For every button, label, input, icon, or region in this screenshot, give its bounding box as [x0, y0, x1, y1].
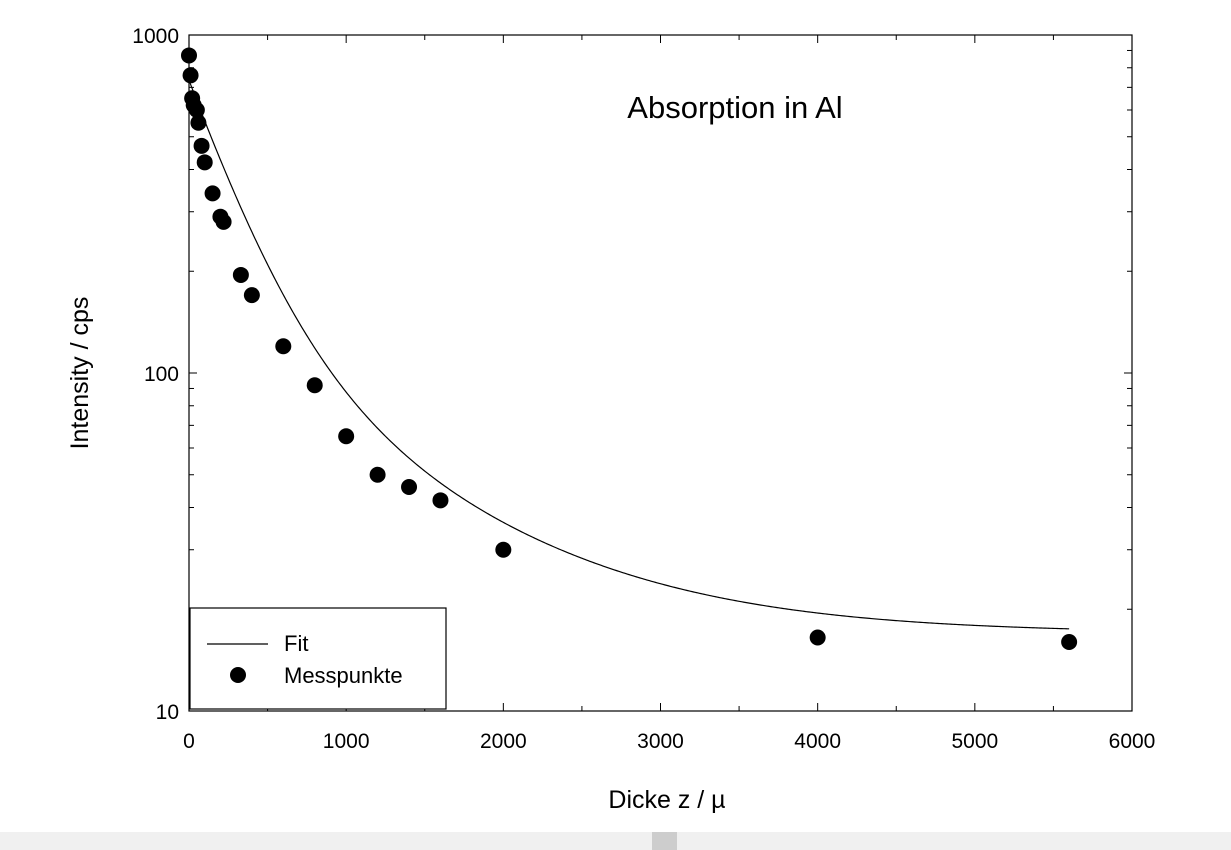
x-tick-label: 0 [183, 730, 195, 753]
x-tick-label: 1000 [323, 730, 370, 753]
data-point [204, 185, 221, 202]
data-point [243, 287, 260, 304]
x-tick-label: 3000 [637, 730, 684, 753]
x-tick-label: 4000 [794, 730, 841, 753]
data-point [495, 541, 512, 558]
y-tick-label: 10 [156, 701, 179, 724]
horizontal-scrollbar[interactable] [0, 832, 1231, 850]
x-tick-label: 5000 [951, 730, 998, 753]
data-point [306, 377, 323, 394]
data-point [401, 478, 418, 495]
x-axis-ticks: 0 1000 2000 3000 4000 5000 6000 [183, 35, 1155, 753]
data-point [232, 266, 249, 283]
legend-marker-swatch [230, 667, 246, 683]
data-point [182, 67, 199, 84]
data-point [196, 154, 213, 171]
data-point [338, 428, 355, 445]
data-point [1061, 634, 1078, 651]
legend-box [189, 607, 447, 710]
data-point [215, 213, 232, 230]
data-points [181, 47, 1078, 651]
legend-fit-label: Fit [284, 631, 308, 656]
data-point [181, 47, 197, 64]
y-axis-title: Intensity / cps [66, 297, 94, 450]
data-point [369, 466, 386, 483]
y-axis-ticks: 10 100 1000 [132, 25, 1132, 724]
chart-area: 0 1000 2000 3000 4000 5000 6000 10 100 1000 Abso… [66, 25, 1155, 814]
absorption-chart: 0 1000 2000 3000 4000 5000 6000 10 100 1000 Abso… [66, 25, 1155, 814]
data-point [275, 338, 292, 355]
scrollbar-thumb[interactable] [652, 832, 677, 850]
data-point [432, 492, 449, 509]
chart-title: Absorption in Al [627, 90, 842, 125]
y-tick-label: 100 [144, 363, 179, 386]
x-axis-title: Dicke z / µ [608, 786, 725, 814]
fit-curve [188, 79, 1070, 630]
data-point [809, 629, 826, 646]
legend: Fit Messpunkte [189, 607, 447, 710]
x-tick-label: 6000 [1109, 730, 1156, 753]
y-tick-label: 1000 [132, 25, 179, 48]
data-point [193, 137, 210, 154]
legend-messpunkte-label: Messpunkte [284, 663, 403, 688]
data-point [190, 114, 207, 131]
data-point [188, 101, 205, 118]
x-tick-label: 2000 [480, 730, 527, 753]
